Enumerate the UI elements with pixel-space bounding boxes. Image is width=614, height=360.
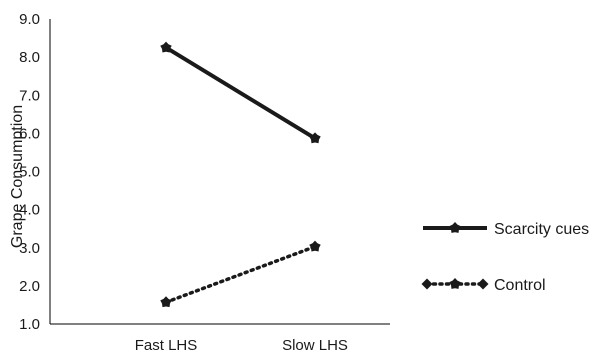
legend-label: Scarcity cues bbox=[494, 221, 589, 238]
y-tick-label: 4.0 bbox=[19, 202, 40, 219]
y-tick-label: 5.0 bbox=[19, 164, 40, 181]
x-tick-label: Fast LHS bbox=[135, 337, 198, 354]
data-point bbox=[160, 41, 172, 53]
y-tick-label: 9.0 bbox=[19, 11, 40, 28]
legend-label: Control bbox=[494, 277, 546, 294]
legend-marker bbox=[449, 278, 461, 289]
series-scarcity-cues bbox=[160, 41, 321, 144]
x-tick-labels: Fast LHS Slow LHS bbox=[135, 337, 348, 354]
y-tick-label: 2.0 bbox=[19, 278, 40, 295]
series-control bbox=[160, 240, 321, 308]
series-line bbox=[164, 45, 317, 141]
legend: Scarcity cues Control bbox=[421, 221, 589, 294]
y-tick-labels: 1.0 2.0 3.0 4.0 5.0 6.0 7.0 8.0 9.0 bbox=[19, 11, 40, 333]
y-tick-label: 6.0 bbox=[19, 125, 40, 142]
series-layer bbox=[160, 41, 321, 308]
legend-marker bbox=[449, 222, 461, 233]
y-axis-title: Grape Consumption bbox=[9, 105, 26, 248]
axes bbox=[49, 19, 390, 325]
y-tick-label: 3.0 bbox=[19, 240, 40, 257]
legend-marker bbox=[477, 278, 489, 290]
data-point bbox=[309, 240, 321, 252]
x-tick-label: Slow LHS bbox=[282, 337, 348, 354]
legend-item-scarcity-cues: Scarcity cues bbox=[423, 221, 589, 238]
series-line bbox=[164, 244, 317, 305]
data-point bbox=[160, 296, 172, 308]
legend-marker bbox=[421, 278, 433, 290]
legend-item-control: Control bbox=[421, 277, 546, 294]
data-point bbox=[309, 132, 321, 144]
y-tick-label: 1.0 bbox=[19, 316, 40, 333]
y-tick-label: 7.0 bbox=[19, 87, 40, 104]
y-tick-label: 8.0 bbox=[19, 49, 40, 66]
